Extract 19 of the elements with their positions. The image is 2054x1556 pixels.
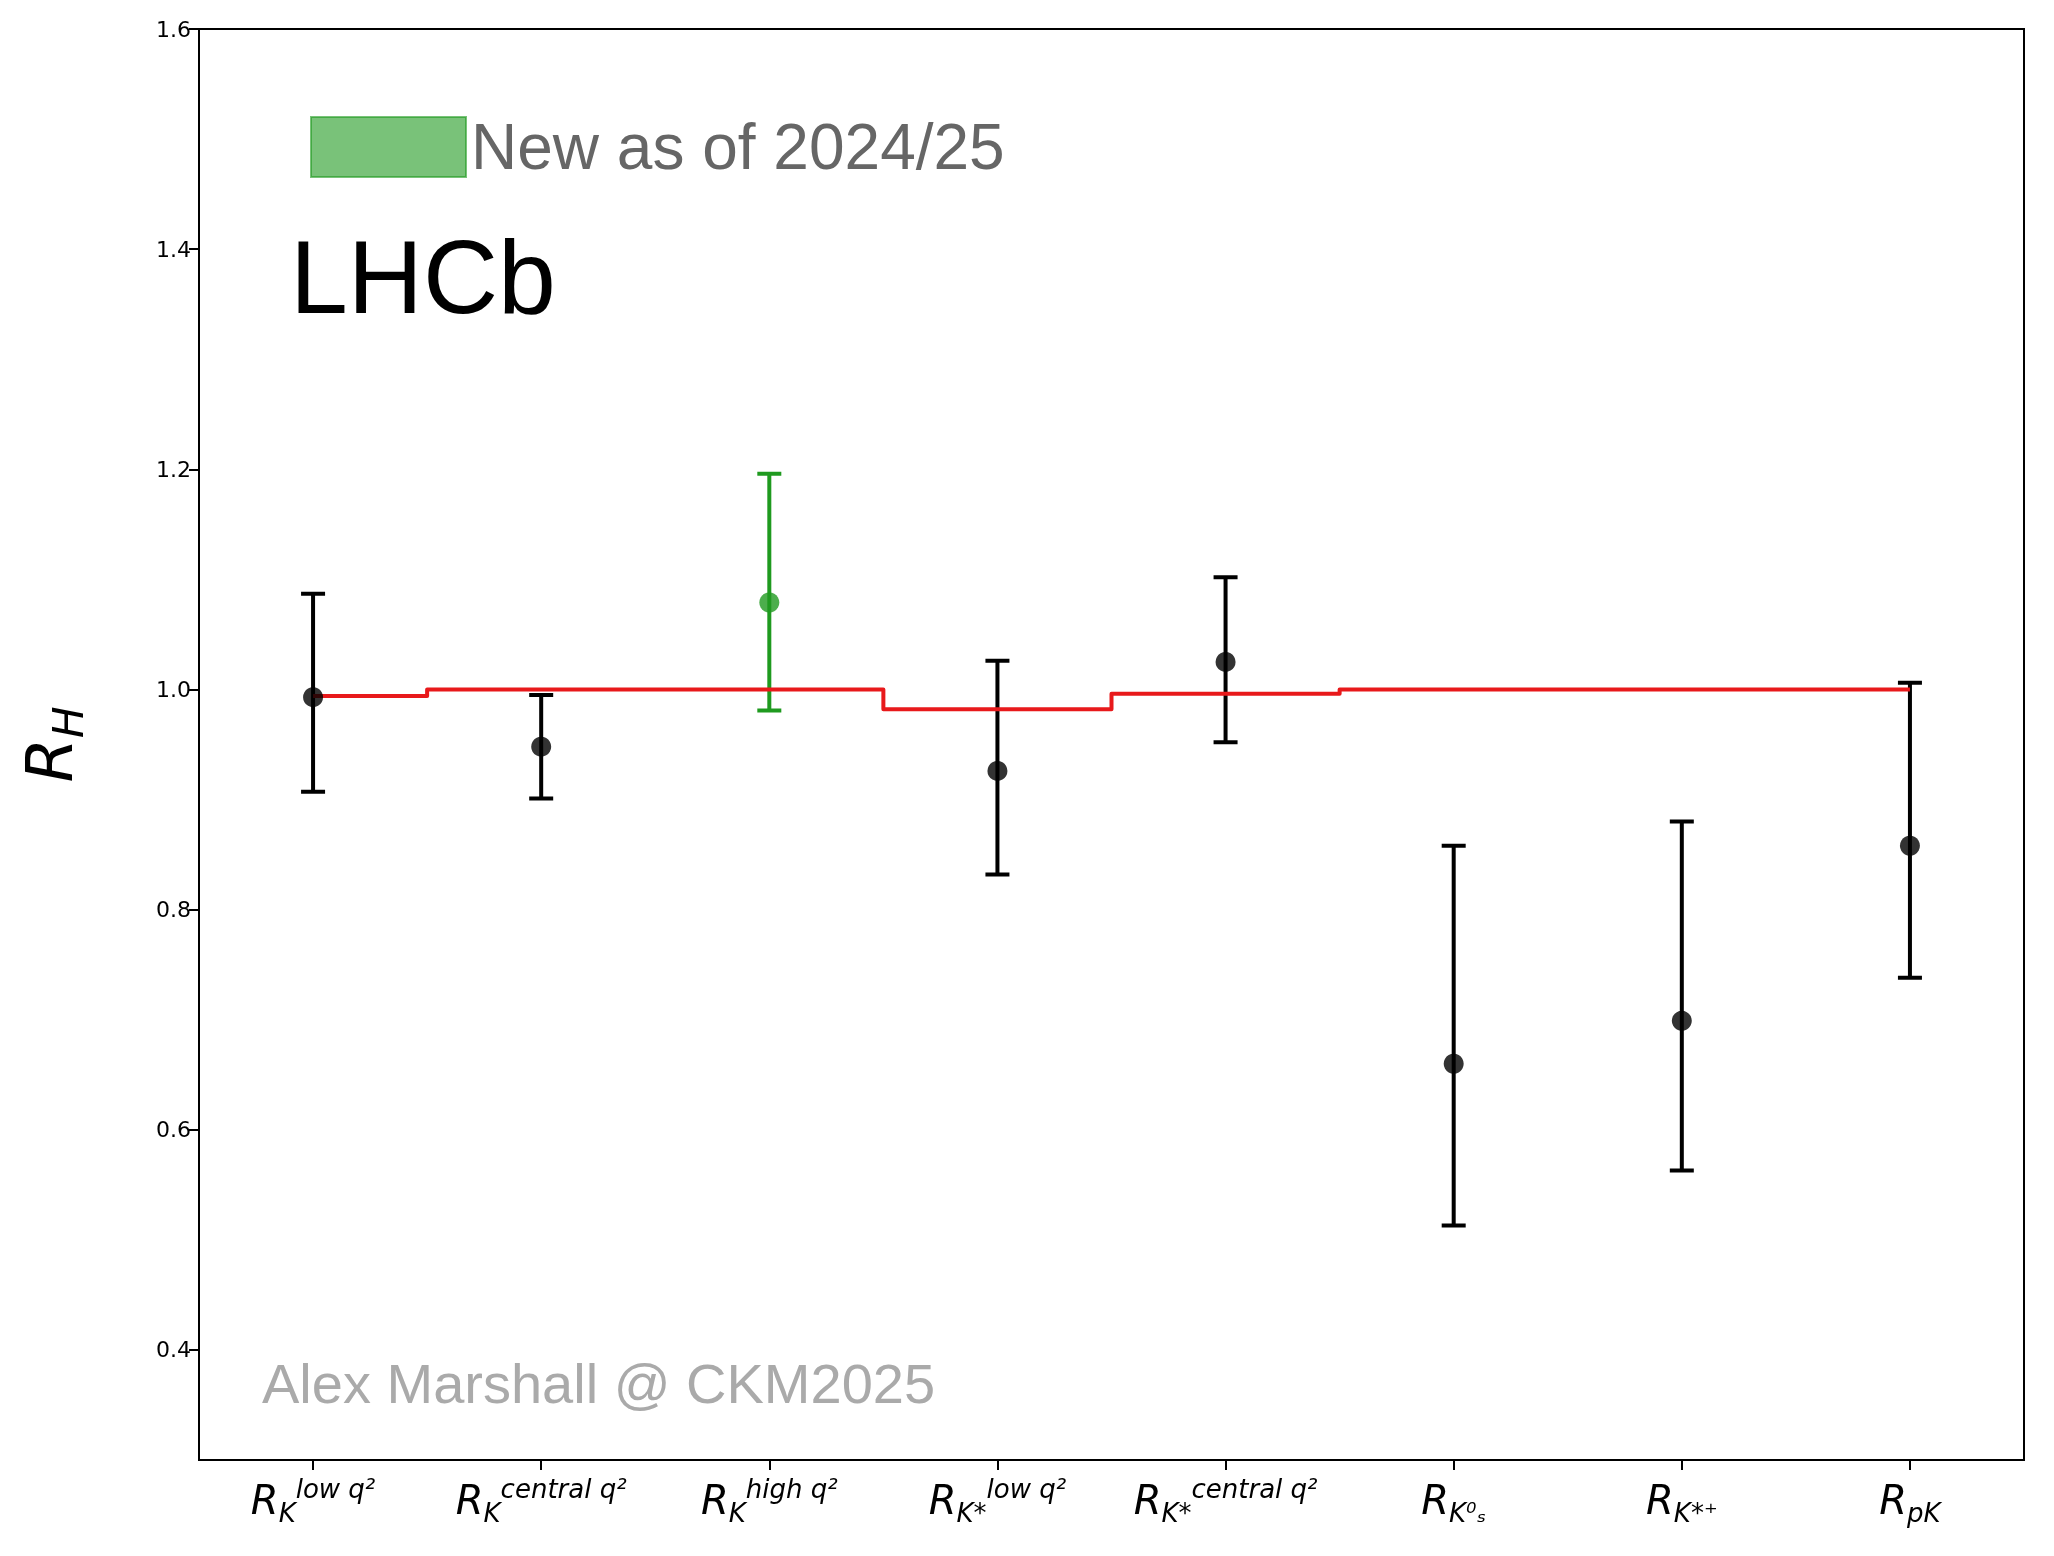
annotation: LHCb [290,219,556,335]
point [1443,1053,1464,1074]
point [303,687,324,708]
y-tick-label: 0.8 [156,897,191,923]
point [531,736,552,757]
legend-label: New as of 2024/25 [471,111,1005,183]
y-tick-label: 0.4 [156,1337,191,1363]
y-tick-label: 1.4 [156,236,191,262]
y-tick-label: 1.6 [156,16,191,42]
annotation: Alex Marshall @ CKM2025 [262,1351,936,1415]
point [1671,1010,1692,1031]
point [987,760,1008,781]
point [1899,835,1920,856]
y-tick-label: 0.6 [156,1117,191,1143]
point [1215,651,1236,672]
y-axis-title: RH [13,706,93,783]
y-tick-label: 1.2 [156,456,191,482]
y-tick-label: 1.0 [156,676,191,702]
point [759,592,780,613]
